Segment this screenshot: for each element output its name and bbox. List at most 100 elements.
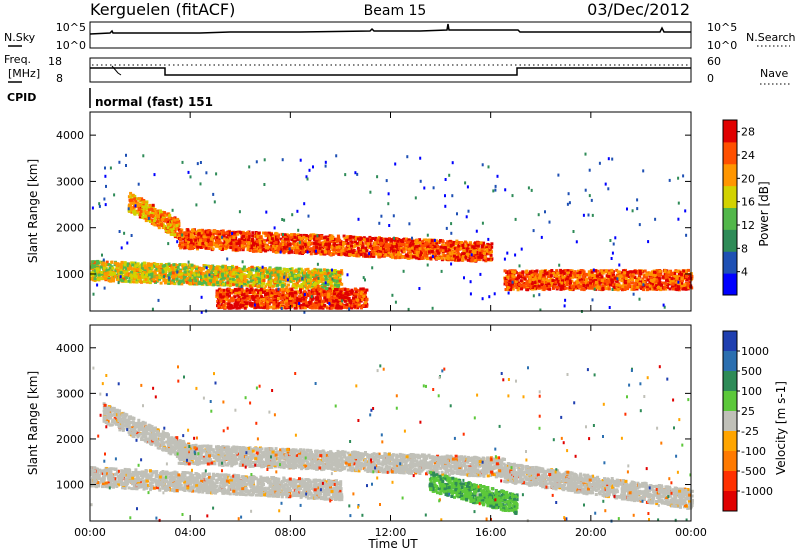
scatter-cell bbox=[424, 242, 428, 246]
scatter-cell bbox=[204, 274, 208, 278]
scatter-cell bbox=[181, 235, 185, 239]
scatter-cell bbox=[136, 265, 140, 269]
scatter-cell bbox=[322, 242, 326, 246]
scatter-cell bbox=[201, 238, 205, 242]
scatter-cell bbox=[456, 258, 460, 262]
scatter-cell bbox=[269, 271, 273, 275]
scatter-cell bbox=[273, 298, 277, 302]
scatter-cell bbox=[451, 243, 455, 247]
scatter-cell bbox=[153, 211, 157, 215]
scatter-cell bbox=[485, 250, 489, 254]
scatter-cell bbox=[465, 252, 469, 256]
scatter-cell bbox=[251, 234, 255, 238]
scatter-cell bbox=[158, 265, 162, 268]
scatter-cell bbox=[142, 200, 146, 204]
scatter-cell bbox=[133, 264, 137, 268]
scatter-cell bbox=[342, 234, 346, 238]
scatter-cell bbox=[242, 241, 246, 245]
scatter-cell bbox=[362, 238, 366, 242]
scatter-cell bbox=[420, 256, 424, 259]
scatter-cell bbox=[178, 263, 182, 267]
scatter-cell bbox=[359, 253, 363, 257]
scatter-cell bbox=[146, 265, 150, 269]
scatter-cell bbox=[224, 247, 227, 251]
scatter-cell bbox=[165, 217, 169, 221]
scatter-cell bbox=[363, 290, 367, 294]
scatter-cell bbox=[373, 247, 377, 251]
scatter-cell bbox=[362, 249, 366, 253]
scatter-cell bbox=[184, 243, 188, 247]
scatter-cell bbox=[276, 270, 280, 274]
scatter-cell bbox=[202, 230, 206, 234]
scatter-cell bbox=[221, 295, 225, 299]
scatter-cell bbox=[394, 237, 398, 241]
scatter-cell bbox=[351, 251, 355, 255]
scatter-cell bbox=[397, 238, 401, 241]
scatter-cell bbox=[266, 246, 270, 250]
scatter-cell bbox=[92, 265, 96, 268]
scatter-cell bbox=[144, 219, 148, 223]
scatter-cell bbox=[355, 236, 359, 240]
scatter-cell bbox=[193, 275, 197, 279]
scatter-cell bbox=[301, 299, 304, 303]
scatter-cell bbox=[304, 283, 308, 287]
scatter-cell bbox=[269, 238, 273, 242]
scatter-cell bbox=[178, 274, 181, 278]
scatter-cell bbox=[356, 243, 360, 247]
scatter-cell bbox=[444, 249, 448, 253]
scatter-cell bbox=[232, 231, 236, 235]
scatter-cell bbox=[280, 301, 284, 304]
scatter-cell bbox=[286, 237, 290, 241]
scatter-cell bbox=[231, 283, 235, 287]
scatter-cell bbox=[422, 242, 426, 246]
scatter-cell bbox=[295, 282, 299, 286]
scatter-cell bbox=[165, 278, 169, 282]
scatter-cell bbox=[414, 245, 418, 249]
scatter-cell bbox=[252, 246, 256, 250]
scatter-cell bbox=[257, 291, 260, 295]
scatter-cell bbox=[99, 265, 103, 269]
scatter-cell bbox=[453, 248, 457, 252]
scatter-cell bbox=[184, 278, 188, 282]
scatter-cell bbox=[446, 240, 450, 244]
scatter-cell bbox=[344, 292, 348, 296]
scatter-cell bbox=[347, 248, 351, 251]
scatter-cell bbox=[225, 271, 229, 275]
scatter-cell bbox=[123, 263, 127, 267]
scatter-cell bbox=[168, 267, 172, 271]
scatter-cell bbox=[134, 275, 137, 279]
scatter-cell bbox=[234, 248, 238, 252]
scatter-cell bbox=[218, 247, 222, 250]
scatter-cell bbox=[302, 243, 306, 246]
scatter-cell bbox=[177, 219, 181, 223]
scatter-cell bbox=[189, 244, 193, 248]
scatter-cell bbox=[341, 296, 345, 300]
scatter-cell bbox=[99, 277, 103, 280]
scatter-cell bbox=[330, 245, 334, 249]
scatter-cell bbox=[315, 250, 319, 254]
scatter-cell bbox=[403, 239, 407, 243]
scatter-cell bbox=[435, 241, 439, 245]
scatter-cell bbox=[339, 243, 342, 247]
scatter-cell bbox=[373, 243, 377, 247]
scatter-cell bbox=[153, 271, 157, 275]
scatter-cell bbox=[210, 273, 214, 277]
scatter-cell bbox=[431, 246, 435, 250]
scatter-cell bbox=[272, 245, 276, 248]
scatter-cell bbox=[146, 280, 150, 284]
scatter-cell bbox=[150, 275, 154, 279]
scatter-cell bbox=[336, 239, 339, 243]
scatter-cell bbox=[207, 279, 211, 283]
scatter-cell bbox=[274, 240, 278, 244]
scatter-cell bbox=[231, 277, 235, 281]
scatter-cell bbox=[468, 257, 472, 260]
scatter-cell bbox=[283, 282, 287, 286]
scatter-cell bbox=[168, 223, 172, 227]
scatter-cell bbox=[411, 255, 415, 259]
scatter-cell bbox=[173, 274, 177, 278]
scatter-cell bbox=[196, 269, 200, 273]
scatter-cell bbox=[334, 251, 338, 255]
scatter-cell bbox=[294, 298, 298, 302]
scatter-cell bbox=[237, 291, 241, 295]
scatter-cell bbox=[370, 254, 374, 258]
